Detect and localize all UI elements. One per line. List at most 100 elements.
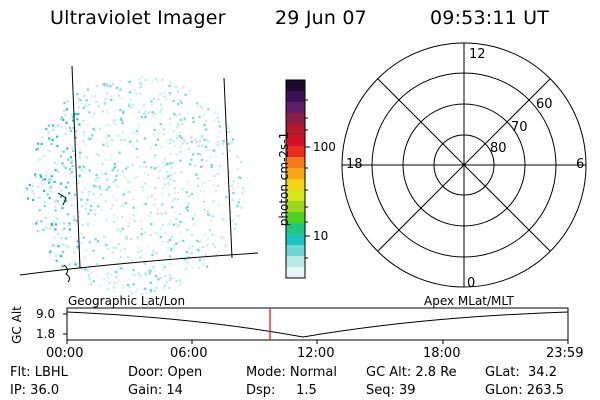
- uv-pixel: [67, 158, 70, 161]
- uv-pixel: [59, 222, 62, 225]
- uv-pixel: [240, 206, 243, 209]
- uv-pixel: [128, 286, 131, 289]
- uv-pixel: [228, 171, 231, 174]
- uv-pixel: [140, 293, 143, 295]
- uv-pixel: [68, 192, 71, 195]
- uv-pixel: [209, 229, 212, 232]
- uv-pixel: [74, 113, 77, 116]
- y-tick-1-8: 1.8: [36, 327, 56, 341]
- uv-pixel: [216, 144, 219, 147]
- uv-pixel: [111, 98, 114, 101]
- uv-pixel: [202, 165, 205, 168]
- uv-pixel: [169, 80, 172, 83]
- uv-pixel: [63, 197, 66, 200]
- uv-pixel: [84, 208, 87, 211]
- uv-pixel: [110, 153, 113, 156]
- uv-pixel: [179, 146, 182, 149]
- uv-pixel: [175, 85, 178, 88]
- uv-pixel: [54, 223, 58, 226]
- uv-pixel: [114, 179, 117, 182]
- uv-pixel: [94, 178, 97, 181]
- uv-pixel: [77, 113, 80, 116]
- uv-pixel: [87, 273, 90, 276]
- uv-pixel: [28, 183, 31, 187]
- status-ip: IP: 36.0: [10, 383, 60, 398]
- uv-pixel: [115, 174, 118, 177]
- uv-pixel: [61, 250, 65, 253]
- uv-pixel: [243, 189, 245, 192]
- uv-pixel: [217, 120, 220, 123]
- uv-pixel: [169, 178, 172, 181]
- uv-pixel: [41, 178, 44, 182]
- uv-pixel: [170, 249, 173, 252]
- uv-pixel: [154, 143, 158, 146]
- uv-pixel: [135, 129, 138, 133]
- uv-pixel: [154, 232, 158, 235]
- uv-pixel: [83, 187, 87, 190]
- uv-pixel: [137, 124, 140, 127]
- uv-pixel: [63, 101, 66, 105]
- uv-pixel: [61, 207, 64, 210]
- uv-pixel: [168, 93, 172, 96]
- uv-pixel: [214, 155, 217, 158]
- uv-pixel: [222, 236, 225, 239]
- uv-pixel: [150, 166, 153, 169]
- uv-pixel: [139, 82, 142, 85]
- uv-pixel: [101, 82, 104, 85]
- uv-pixel: [163, 160, 166, 163]
- colorbar-band: [286, 201, 305, 213]
- uv-pixel: [190, 140, 193, 143]
- uv-pixel: [36, 220, 39, 223]
- uv-pixel: [139, 92, 142, 95]
- colorbar-unit-label: photon cm-2s-1: [277, 131, 291, 227]
- uv-pixel: [163, 231, 167, 234]
- uv-pixel: [65, 244, 68, 247]
- uv-pixel: [173, 243, 176, 246]
- uv-pixel: [74, 136, 77, 139]
- uv-pixel: [77, 97, 80, 100]
- uv-pixel: [163, 177, 166, 180]
- uv-pixel: [74, 204, 77, 207]
- uv-pixel: [112, 221, 115, 224]
- uv-pixel: [99, 187, 102, 191]
- status-mode: Mode: Normal: [246, 365, 337, 380]
- uv-pixel: [141, 294, 144, 295]
- uv-pixel: [51, 128, 55, 131]
- uv-pixel: [47, 130, 50, 133]
- uv-pixel: [179, 231, 182, 234]
- uv-pixel: [119, 249, 122, 252]
- uv-pixel: [178, 280, 181, 283]
- uv-pixel: [172, 247, 175, 250]
- uv-pixel: [222, 249, 225, 253]
- uv-pixel: [189, 163, 192, 166]
- uv-pixel: [171, 161, 174, 165]
- uv-pixel: [94, 95, 97, 98]
- uv-pixel: [113, 162, 116, 165]
- uv-pixel: [64, 114, 67, 117]
- uv-pixel: [88, 190, 91, 193]
- uv-pixel: [167, 184, 170, 187]
- uv-pixel: [75, 219, 78, 223]
- uv-pixel: [112, 122, 115, 125]
- uv-pixel: [112, 195, 115, 198]
- uv-pixel: [160, 108, 163, 111]
- uv-pixel: [73, 251, 76, 254]
- uv-pixel: [117, 169, 120, 172]
- uv-pixel: [186, 112, 190, 116]
- uv-pixel: [156, 212, 159, 215]
- uv-pixel: [123, 139, 126, 142]
- uv-pixel: [91, 95, 94, 98]
- uv-pixel: [224, 244, 227, 247]
- uv-pixel: [60, 189, 63, 192]
- uv-pixel: [148, 215, 151, 218]
- uv-pixel: [158, 170, 161, 173]
- uv-pixel: [177, 123, 180, 126]
- uv-pixel: [168, 223, 171, 226]
- uv-pixel: [119, 117, 122, 120]
- uv-pixel: [121, 130, 124, 133]
- uv-pixel: [157, 98, 160, 101]
- uv-pixel: [84, 143, 87, 146]
- uv-pixel: [126, 165, 129, 168]
- uv-pixel: [228, 149, 231, 152]
- uv-pixel: [86, 225, 90, 228]
